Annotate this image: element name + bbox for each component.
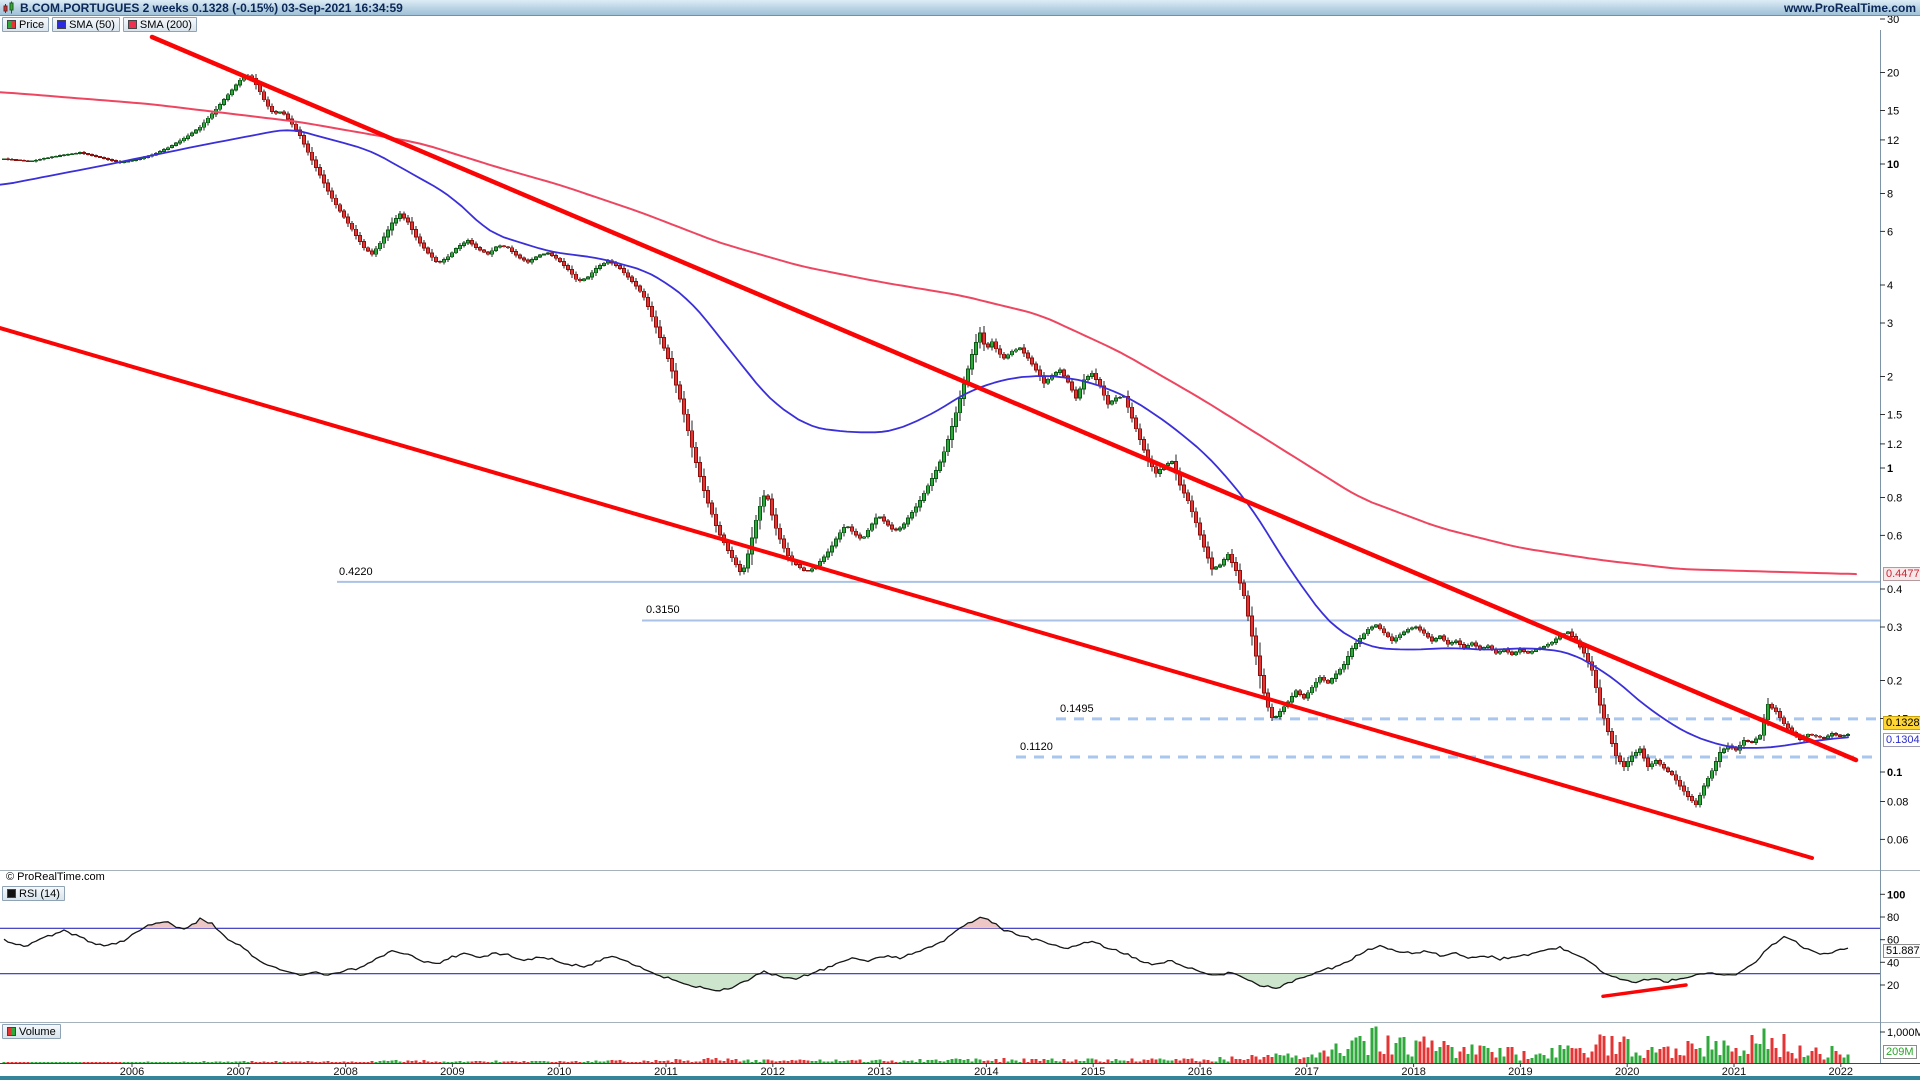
svg-text:2: 2 xyxy=(1887,372,1893,384)
svg-text:2009: 2009 xyxy=(440,1066,464,1078)
volume-swatch-icon xyxy=(7,1027,16,1036)
svg-text:2016: 2016 xyxy=(1188,1066,1212,1078)
svg-text:6: 6 xyxy=(1887,226,1893,238)
legend-price-label: Price xyxy=(19,18,45,31)
svg-text:2022: 2022 xyxy=(1829,1066,1853,1078)
trendlines[interactable] xyxy=(0,34,1859,860)
svg-text:2006: 2006 xyxy=(120,1066,144,1078)
legend-sma200-label: SMA (200) xyxy=(139,18,192,31)
rsi-indicator[interactable] xyxy=(0,916,1880,999)
rsi-swatch-icon xyxy=(7,889,16,898)
svg-text:0.08: 0.08 xyxy=(1887,797,1908,809)
sma50-line[interactable] xyxy=(0,129,1849,749)
last-price-label: 0.1328 xyxy=(1883,716,1920,730)
svg-text:2017: 2017 xyxy=(1295,1066,1319,1078)
svg-text:30: 30 xyxy=(1887,14,1899,26)
rsi-legend: RSI (14) xyxy=(2,886,65,901)
svg-text:100: 100 xyxy=(1887,889,1905,901)
legend-sma200-button[interactable]: SMA (200) xyxy=(122,17,197,32)
sma50-swatch-icon xyxy=(57,20,67,29)
svg-text:2012: 2012 xyxy=(761,1066,785,1078)
svg-text:2010: 2010 xyxy=(547,1066,571,1078)
svg-text:2015: 2015 xyxy=(1081,1066,1105,1078)
svg-text:2008: 2008 xyxy=(333,1066,357,1078)
svg-text:2021: 2021 xyxy=(1722,1066,1746,1078)
svg-text:12: 12 xyxy=(1887,135,1899,147)
price-swatch-icon xyxy=(7,20,16,29)
chart-title: B.COM.PORTUGUES 2 weeks 0.1328 (-0.15%) … xyxy=(20,0,403,15)
svg-text:2013: 2013 xyxy=(867,1066,891,1078)
sma50-value-label: 0.1304 xyxy=(1883,733,1920,747)
level-label-0422[interactable]: 0.4220 xyxy=(339,566,373,578)
price-level-lines[interactable] xyxy=(337,580,1880,759)
svg-text:20: 20 xyxy=(1887,68,1899,80)
volume-bars xyxy=(2,1026,1850,1063)
volume-value-label: 209M xyxy=(1883,1045,1917,1059)
svg-text:0.3: 0.3 xyxy=(1887,622,1902,634)
svg-text:2020: 2020 xyxy=(1615,1066,1639,1078)
sma200-line[interactable] xyxy=(0,91,1857,576)
legend-rsi-label: RSI (14) xyxy=(19,887,60,900)
svg-text:1: 1 xyxy=(1887,463,1893,475)
svg-text:3: 3 xyxy=(1887,318,1893,330)
sma200-swatch-icon xyxy=(127,20,137,29)
svg-text:20: 20 xyxy=(1887,980,1899,992)
main-chart-legend: Price SMA (50) SMA (200) xyxy=(2,17,197,32)
svg-text:80: 80 xyxy=(1887,912,1899,924)
svg-text:8: 8 xyxy=(1887,189,1893,201)
svg-text:2007: 2007 xyxy=(227,1066,251,1078)
svg-text:2018: 2018 xyxy=(1401,1066,1425,1078)
legend-price-button[interactable]: Price xyxy=(2,17,50,32)
prorealtime-watermark: www.ProRealTime.com xyxy=(1783,1,1916,15)
svg-text:1.5: 1.5 xyxy=(1887,410,1902,422)
svg-text:2011: 2011 xyxy=(654,1066,678,1078)
level-label-0112[interactable]: 0.1120 xyxy=(1020,741,1053,753)
svg-text:0.6: 0.6 xyxy=(1887,530,1902,542)
svg-text:4: 4 xyxy=(1887,280,1893,292)
candlestick-series xyxy=(2,73,1850,808)
level-label-01495[interactable]: 0.1495 xyxy=(1060,703,1094,715)
title-bar: B.COM.PORTUGUES 2 weeks 0.1328 (-0.15%) … xyxy=(0,0,1920,16)
svg-text:0.4: 0.4 xyxy=(1887,584,1902,596)
svg-text:1,000M: 1,000M xyxy=(1887,1027,1920,1039)
svg-text:15: 15 xyxy=(1887,106,1899,118)
legend-sma50-label: SMA (50) xyxy=(69,18,115,31)
sma200-value-label: 0.4477 xyxy=(1883,567,1920,581)
candlestick-chart-icon xyxy=(3,1,16,14)
rsi-trendline[interactable] xyxy=(1601,983,1688,999)
copyright-text: © ProRealTime.com xyxy=(6,871,105,883)
svg-text:1.2: 1.2 xyxy=(1887,439,1902,451)
svg-text:0.1: 0.1 xyxy=(1887,767,1902,779)
svg-text:10: 10 xyxy=(1887,159,1899,171)
svg-text:2019: 2019 xyxy=(1508,1066,1532,1078)
svg-text:60: 60 xyxy=(1887,935,1899,947)
svg-text:0.8: 0.8 xyxy=(1887,493,1902,505)
axes: 3020151210864321.51.210.80.60.40.30.20.1… xyxy=(0,14,1920,1080)
legend-rsi-button[interactable]: RSI (14) xyxy=(2,886,65,901)
svg-text:0.06: 0.06 xyxy=(1887,834,1908,846)
svg-text:2014: 2014 xyxy=(974,1066,998,1078)
volume-legend: Volume xyxy=(2,1024,61,1039)
legend-sma50-button[interactable]: SMA (50) xyxy=(52,17,120,32)
level-label-0315[interactable]: 0.3150 xyxy=(646,604,680,616)
legend-volume-button[interactable]: Volume xyxy=(2,1024,61,1039)
rsi-value-label: 51.887 xyxy=(1883,944,1920,958)
legend-volume-label: Volume xyxy=(19,1025,56,1038)
svg-text:0.2: 0.2 xyxy=(1887,676,1902,688)
svg-text:40: 40 xyxy=(1887,957,1899,969)
